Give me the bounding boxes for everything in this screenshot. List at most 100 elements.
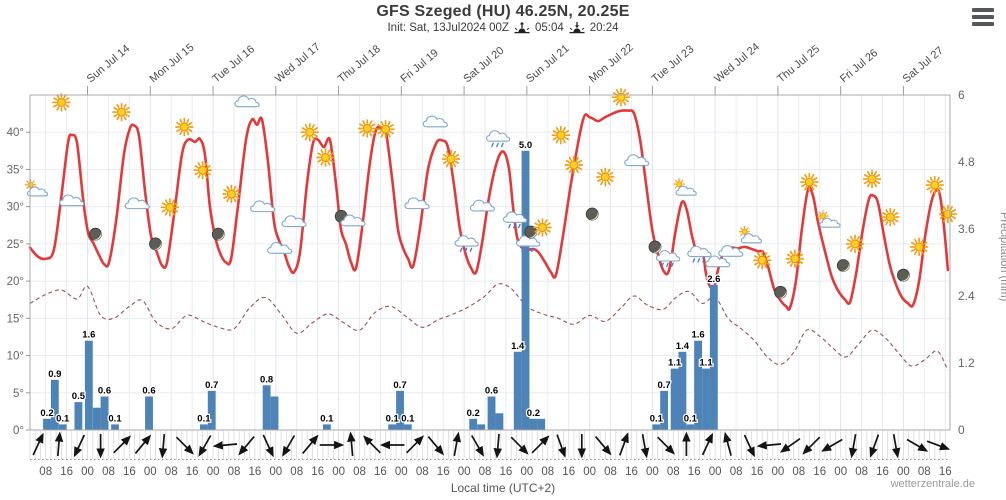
sun-icon — [52, 93, 71, 112]
cloud-icon — [705, 255, 731, 268]
cloud-icon — [422, 115, 448, 128]
precip-bar — [495, 413, 504, 431]
wind-arrow — [891, 434, 901, 459]
precip-bar — [678, 351, 687, 430]
precip-bar — [709, 284, 718, 430]
init-label: Init: Sat, 13Jul2024 00Z — [387, 22, 509, 34]
sunrise-icon — [514, 21, 530, 34]
precip-value-label: 0.1 — [320, 413, 334, 424]
hour-label: 00 — [332, 466, 345, 478]
wind-arrow — [54, 431, 64, 457]
day-label: Fri Jul 19 — [399, 47, 441, 85]
precip-bar — [686, 424, 695, 430]
cloud-icon — [340, 214, 366, 227]
precip-value-label: 0.6 — [142, 386, 155, 397]
wind-arrow — [302, 434, 319, 454]
wind-arrow — [262, 434, 274, 458]
wind-arrow — [906, 438, 929, 452]
wind-arrow — [198, 435, 212, 457]
precip-bar — [694, 340, 703, 430]
wind-arrow — [926, 440, 951, 451]
cloud-rain-icon — [454, 235, 479, 253]
precip-tick-label: 2.4 — [958, 289, 975, 303]
precip-bar — [43, 418, 51, 430]
wind-arrow — [282, 435, 296, 457]
precip-bar — [322, 424, 331, 430]
sun-icon — [175, 117, 194, 137]
temp-tick-label: 10° — [7, 351, 24, 363]
precip-axis: 0 1.2 2.4 3.6 4.8 6 — [958, 88, 975, 437]
precip-value-label: 0.7 — [393, 380, 406, 391]
sun-icon — [193, 160, 212, 180]
wind-arrow — [594, 436, 612, 456]
precip-value-label: 1.1 — [699, 358, 713, 369]
page-title: GFS Szeged (HU) 46.25N, 20.25E — [376, 3, 630, 20]
precip-value-label: 1.4 — [511, 341, 525, 352]
hour-label: 00 — [458, 466, 471, 478]
hour-label: 00 — [834, 466, 847, 478]
hour-label: 08 — [667, 466, 680, 478]
day-label: Wed Jul 17 — [273, 41, 323, 85]
precip-value-label: 2.6 — [707, 274, 720, 285]
precip-value-label: 1.1 — [668, 358, 682, 369]
wind-arrow — [640, 434, 650, 459]
precip-bar — [652, 424, 661, 430]
precip-bar — [207, 390, 216, 430]
hour-label: 16 — [751, 466, 764, 478]
precip-value-label: 1.4 — [676, 341, 690, 352]
wind-arrow — [347, 431, 356, 457]
hour-label: 16 — [374, 466, 387, 478]
hour-label: 16 — [876, 466, 889, 478]
wind-strip — [29, 431, 951, 460]
cloud-rain-icon — [687, 245, 712, 263]
hour-label: 08 — [730, 466, 743, 478]
wind-arrow — [452, 431, 462, 456]
wind-arrow — [756, 441, 782, 450]
sun-cloud-icon — [738, 225, 763, 244]
precip-bar — [74, 402, 83, 430]
wind-arrow — [134, 434, 152, 454]
precip-axis-title: Precipitation (mm) — [998, 212, 1006, 301]
hour-label: 08 — [39, 466, 52, 478]
precip-bar — [84, 340, 93, 430]
dewpoint-curve — [29, 283, 949, 371]
precip-bar — [513, 351, 522, 430]
sun-icon — [376, 119, 395, 139]
sun-cloud-icon — [672, 177, 698, 197]
sun-icon — [785, 249, 805, 269]
moon-icon — [896, 268, 910, 282]
hour-label: 08 — [416, 466, 429, 478]
hour-label: 00 — [521, 466, 534, 478]
wind-arrow — [701, 432, 713, 456]
hour-label: 08 — [479, 466, 492, 478]
hour-label: 08 — [353, 466, 366, 478]
day-label: Sat Jul 20 — [461, 45, 506, 86]
hour-label: 16 — [813, 466, 826, 478]
hour-label: 00 — [395, 466, 408, 478]
precip-value-label: 0.8 — [260, 374, 273, 385]
precip-bar — [270, 396, 279, 430]
wind-arrow — [657, 436, 675, 455]
temp-tick-label: 30° — [7, 202, 24, 214]
precip-bar — [487, 396, 496, 430]
menu-icon[interactable] — [972, 8, 994, 26]
wind-arrow — [32, 432, 44, 456]
precip-value-label: 0.6 — [98, 386, 111, 397]
hour-label: 08 — [228, 466, 241, 478]
precip-bar — [469, 418, 478, 430]
sun-icon — [358, 119, 377, 138]
hour-label: 16 — [123, 466, 136, 478]
precip-value-label: 0.2 — [527, 408, 540, 419]
hour-label: 16 — [249, 466, 262, 478]
day-label: Mon Jul 15 — [148, 42, 197, 86]
temperature-axis: 0° 5° 10° 15° 20° 25° 30° 35° 40° — [7, 127, 30, 437]
moon-icon — [585, 207, 599, 221]
hour-label: 16 — [625, 466, 638, 478]
precip-value-label: 0.1 — [56, 413, 70, 424]
wind-arrow — [113, 435, 132, 454]
precip-bar — [702, 368, 710, 430]
precip-value-label: 0.6 — [485, 386, 498, 397]
hour-label: 08 — [855, 466, 868, 478]
sun-cloud-icon — [816, 209, 841, 229]
wind-arrow — [779, 438, 801, 453]
